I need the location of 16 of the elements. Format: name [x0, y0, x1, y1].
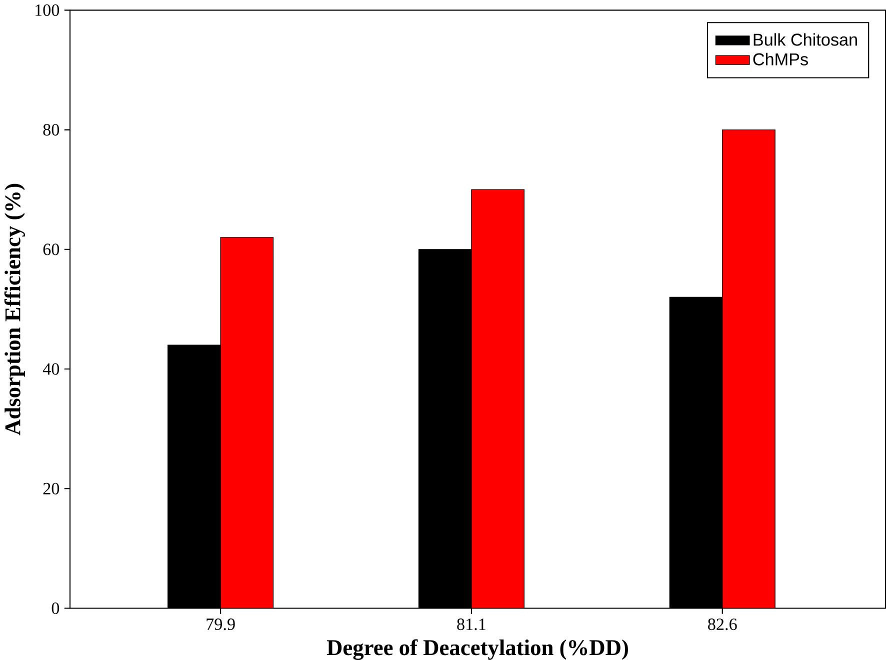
bar [722, 129, 776, 608]
y-tick-label: 40 [42, 363, 60, 375]
y-tick-label: 0 [52, 602, 60, 614]
x-tick-label: 82.6 [708, 618, 737, 630]
y-axis-title: Adsorption Efficiency (%) [4, 184, 25, 436]
x-axis-title: Degree of Deacetylation (%DD) [326, 639, 628, 660]
legend-label: ChMPs [753, 52, 808, 66]
y-tick-label: 80 [43, 124, 60, 136]
x-tick-label: 79.9 [206, 618, 235, 630]
y-tick-label: 20 [43, 482, 60, 494]
bar [471, 189, 524, 608]
bar [220, 236, 274, 608]
x-tick-label: 81.1 [457, 618, 486, 630]
legend-label: Bulk Chitosan [754, 33, 857, 46]
y-tick-label: 60 [43, 243, 60, 256]
y-tick-label: 100 [36, 4, 60, 16]
